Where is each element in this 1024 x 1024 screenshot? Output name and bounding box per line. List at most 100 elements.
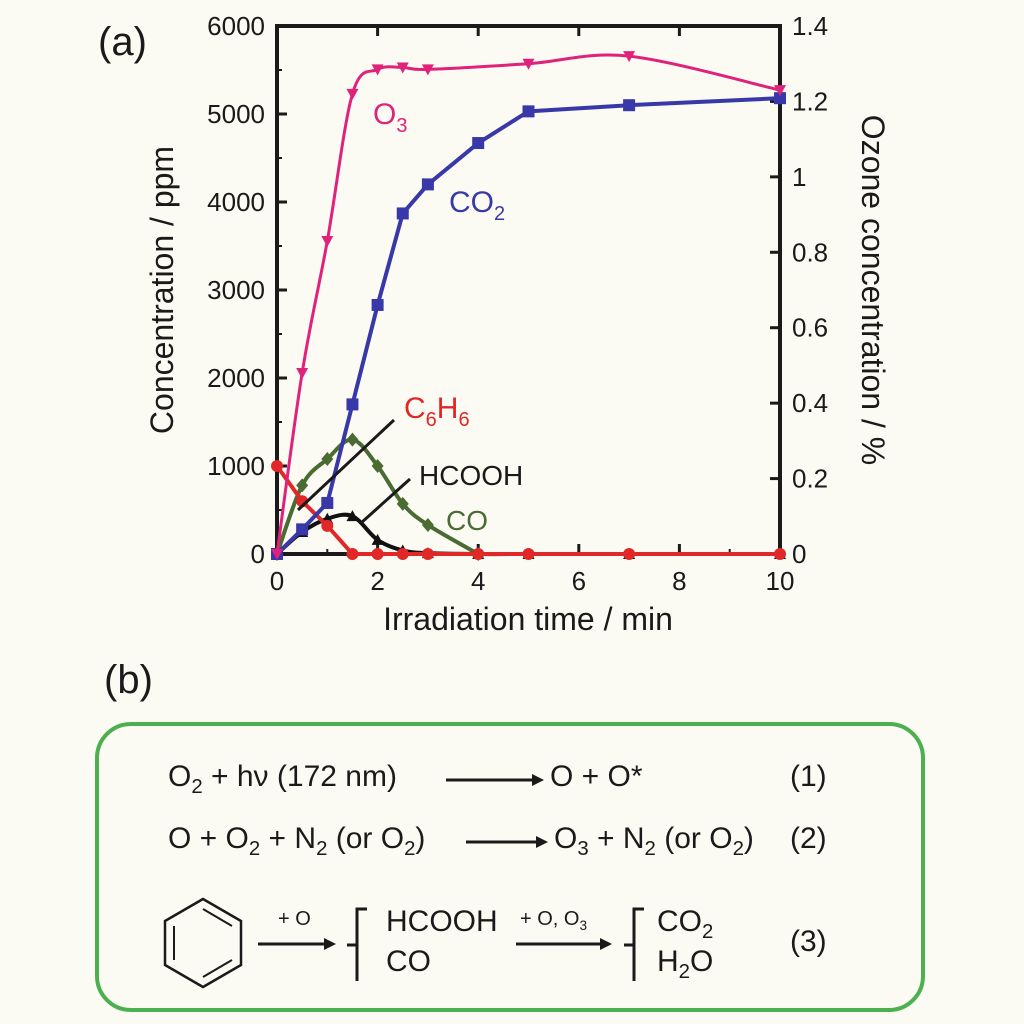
data-point-hcooh [371,533,384,545]
eq3-product1: CO2 [657,905,714,943]
co2-annotation: CO2 [449,186,505,225]
y-tick-label: 5000 [207,99,265,129]
hcooh-leader-line [359,477,412,525]
eq2-rhs: O3 + N2 (or O2) [554,822,754,860]
y2-tick-label: 1 [792,162,806,192]
x-tick-label: 2 [370,566,384,596]
panel-a-label: (a) [98,20,147,64]
y-tick-label: 3000 [207,275,265,305]
series-line-co2 [275,96,781,556]
eq1-arrow [446,774,544,786]
co-annotation: CO [446,505,488,536]
x-tick-label: 8 [672,566,686,596]
y2-tick-label: 1.4 [792,11,828,41]
y2-axis-label: Ozone concentration / % [855,115,891,465]
chart: 0 2 4 6 8 10010002000300040005000600000.20.40… [144,11,891,637]
eq1-rhs: O + O* [550,760,643,793]
panel-b-label: (b) [104,658,153,702]
eq2-number: (2) [790,822,827,855]
data-point-hcooh [346,510,359,522]
reaction-scheme-box [95,722,925,1012]
data-point-co2 [774,92,786,105]
eq3-arrow1-label: + O [278,908,311,930]
eq3-brace1-icon [347,907,367,981]
data-point-o3 [371,64,384,76]
data-point-co2 [346,398,359,411]
eq3-product2: H2O [657,945,714,983]
c6h6-annotation: C6H6 [404,392,470,431]
y2-tick-label: 0.6 [792,313,828,343]
data-point-o3 [271,549,283,560]
benzene-ring-icon [163,897,243,989]
data-point-co [371,459,384,473]
data-point-co [421,517,434,532]
data-point-c6h6 [774,548,786,560]
o3-annotation: O3 [373,98,407,137]
data-point-o3 [346,88,359,100]
eq3-arrow2 [516,938,612,950]
data-point-co2 [421,178,434,191]
data-point-o3 [623,51,636,63]
data-point-co2 [321,496,334,509]
eq1-number: (1) [790,760,827,793]
data-point-c6h6 [396,548,409,560]
x-tick-label: 6 [572,566,586,596]
y-tick-label: 2000 [207,363,265,393]
data-point-co [321,451,334,466]
data-point-co [396,496,409,511]
data-point-o3 [774,85,786,97]
eq2-arrow [466,836,548,848]
series-c6h6 [271,460,786,560]
c6h6-leader-line [296,418,396,512]
y2-tick-label: 0.4 [792,388,828,418]
y-tick-label: 6000 [207,11,265,41]
series-line-o3 [275,53,781,555]
data-point-o3 [321,235,334,247]
data-point-c6h6 [371,548,384,560]
x-axis-label: Irradiation time / min [383,601,673,637]
data-point-c6h6 [271,460,283,472]
series-o3 [271,51,786,560]
data-point-c6h6 [321,519,334,532]
y2-tick-label: 0.2 [792,464,828,494]
y-axis-label: Concentration / ppm [144,146,180,434]
x-tick-label: 10 [766,566,795,596]
data-point-c6h6 [522,548,535,560]
data-point-o3 [396,62,409,74]
data-point-c6h6 [346,548,359,560]
data-point-c6h6 [623,548,636,560]
data-point-co2 [296,523,309,536]
data-point-c6h6 [421,548,434,560]
eq3-intermediate2: CO [386,945,431,978]
y-tick-label: 4000 [207,187,265,217]
data-point-co2 [396,207,409,220]
data-point-c6h6 [472,548,485,560]
eq3-arrow1 [258,938,336,950]
eq3-intermediate1: HCOOH [386,905,498,938]
data-point-o3 [421,64,434,76]
data-point-co2 [623,99,636,112]
data-point-co2 [472,137,485,150]
series-co2 [271,92,786,560]
data-point-co2 [371,298,384,311]
series-line-c6h6 [275,464,780,556]
y-tick-label: 1000 [207,451,265,481]
data-point-o3 [522,58,535,70]
x-tick-label: 0 [270,566,284,596]
eq3-number: (3) [790,925,827,958]
y2-tick-label: 1.2 [792,86,828,116]
eq3-brace2-icon [624,907,644,981]
plot-frame [275,24,782,556]
eq1-lhs: O2 + hν (172 nm) [168,760,397,798]
hcooh-annotation: HCOOH [419,460,523,491]
y-tick-label: 0 [251,539,265,569]
data-point-o3 [296,367,309,379]
x-tick-label: 4 [471,566,485,596]
eq2-lhs: O + O2 + N2 (or O2) [168,822,426,860]
series-co [271,432,485,561]
y2-tick-label: 0.8 [792,237,828,267]
data-point-co2 [522,105,535,118]
data-point-co [296,478,309,493]
data-point-co [346,432,359,447]
